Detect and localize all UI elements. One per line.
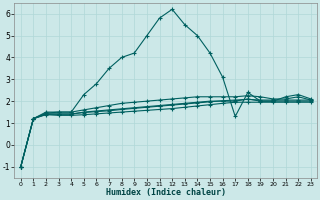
X-axis label: Humidex (Indice chaleur): Humidex (Indice chaleur) [106,188,226,197]
